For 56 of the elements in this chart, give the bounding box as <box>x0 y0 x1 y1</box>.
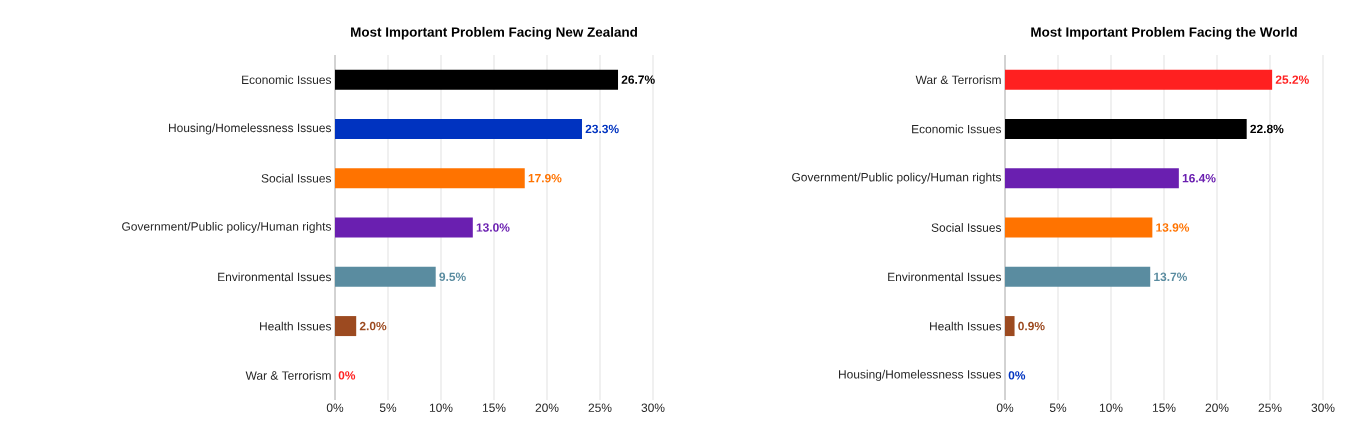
data-label: 13.9% <box>1156 223 1190 232</box>
y-tick-label: Health Issues <box>260 321 332 331</box>
bar <box>335 168 525 189</box>
bar <box>1005 217 1153 238</box>
data-label: 2.0% <box>359 321 387 331</box>
data-label: 16.4% <box>1182 173 1216 183</box>
x-tick-label: 5% <box>379 403 397 412</box>
data-label: 0.9% <box>1018 321 1045 331</box>
bar <box>335 266 436 287</box>
y-tick-label: Economic Issues <box>242 75 332 85</box>
data-label: 23.3% <box>585 124 619 134</box>
data-label: 25.2% <box>1275 75 1309 84</box>
data-label: 26.7% <box>621 75 655 84</box>
y-tick-label: Environmental Issues <box>888 272 1002 282</box>
y-tick-label: Health Issues <box>930 321 1002 331</box>
x-tick-label: 10% <box>1099 403 1123 412</box>
y-tick-label: War & Terrorism <box>245 370 331 380</box>
data-label: 22.8% <box>1250 124 1284 134</box>
bar <box>1005 316 1015 337</box>
x-tick-label: 15% <box>482 403 506 412</box>
y-tick-label: Housing/Homelessness Issues <box>169 123 332 135</box>
x-tick-label: 30% <box>641 403 665 412</box>
bar <box>335 118 582 139</box>
bar <box>1005 69 1273 90</box>
bar <box>1005 168 1179 189</box>
data-label: 0% <box>1008 371 1026 380</box>
chart-title: Most Important Problem Facing the World <box>1031 26 1297 40</box>
data-label: 0% <box>338 371 356 380</box>
data-label: 13.7% <box>1154 272 1188 282</box>
x-tick-label: 30% <box>1311 403 1335 412</box>
x-tick-label: 15% <box>1152 403 1176 412</box>
y-tick-label: Government/Public policy/Human rights <box>122 221 332 234</box>
y-tick-label: Social Issues <box>931 223 1002 232</box>
bar <box>335 69 619 90</box>
y-tick-label: Government/Public policy/Human rights <box>792 172 1002 184</box>
bar <box>335 316 357 337</box>
y-tick-label: Social Issues <box>261 173 332 183</box>
y-tick-label: Economic Issues <box>912 124 1002 134</box>
x-tick-label: 25% <box>588 403 612 412</box>
x-tick-label: 5% <box>1049 403 1067 412</box>
x-tick-label: 25% <box>1258 403 1282 412</box>
x-tick-label: 10% <box>429 403 453 412</box>
bar <box>1005 266 1151 287</box>
data-label: 17.9% <box>528 173 562 183</box>
y-tick-label: War & Terrorism <box>915 75 1001 85</box>
x-tick-label: 20% <box>1205 403 1229 412</box>
bar <box>1005 118 1247 139</box>
chart-title: Most Important Problem Facing New Zealand <box>351 26 637 40</box>
bar <box>335 217 473 238</box>
y-tick-label: Environmental Issues <box>218 272 332 282</box>
x-tick-label: 0% <box>326 403 344 412</box>
y-tick-label: Housing/Homelessness Issues <box>839 369 1002 381</box>
data-label: 9.5% <box>439 272 466 282</box>
x-tick-label: 0% <box>996 403 1014 412</box>
x-tick-label: 20% <box>535 403 559 412</box>
data-label: 13.0% <box>476 223 510 232</box>
